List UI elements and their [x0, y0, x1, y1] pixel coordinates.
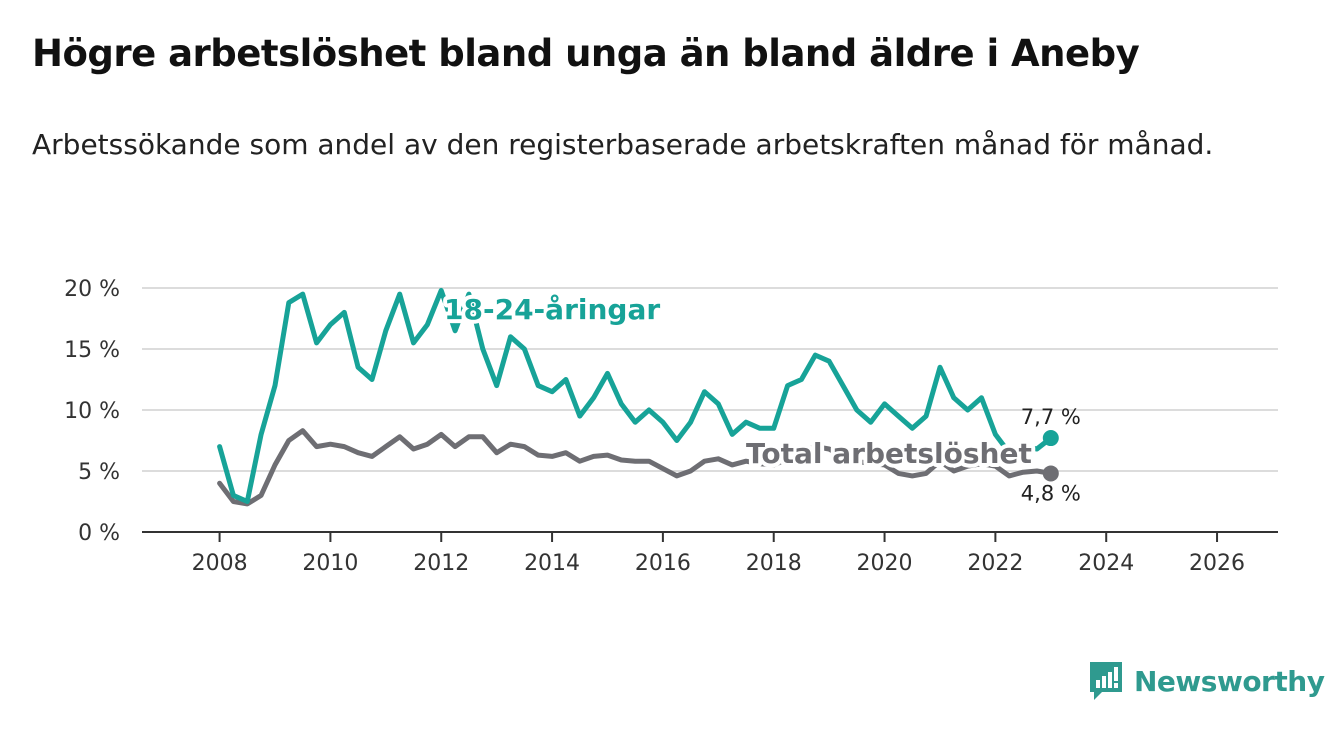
x-tick-label: 2018 [746, 551, 802, 576]
x-tick-label: 2022 [967, 551, 1023, 576]
end-value-label-total: 4,8 % [1021, 481, 1081, 505]
chart-subtitle: Arbetssökande som andel av den registerb… [32, 128, 1214, 161]
x-tick-label: 2020 [857, 551, 913, 576]
newsworthy-logo: Newsworthy [1088, 660, 1325, 702]
y-tick-label: 10 % [64, 399, 120, 424]
series-label-youth: 18-24-åringar [444, 293, 660, 326]
brand-name: Newsworthy [1134, 664, 1325, 698]
series-line-youth [217, 287, 1054, 504]
newsworthy-logo-icon [1090, 662, 1122, 700]
x-tick-label: 2010 [302, 551, 358, 576]
series-labels: 18-24-åringar Total arbetslöshet 7,7 % 4,8 … [440, 289, 1081, 505]
x-tick-label: 2024 [1078, 551, 1134, 576]
end-value-label-youth: 7,7 % [1021, 405, 1081, 429]
series-label-total: Total arbetslöshet [746, 437, 1032, 470]
y-tick-label: 20 % [64, 277, 120, 302]
grid-lines [142, 287, 1278, 472]
x-tick-label: 2014 [524, 551, 580, 576]
chart-title: Högre arbetslöshet bland unga än bland ä… [32, 32, 1140, 75]
end-point-total [1042, 465, 1059, 482]
x-tick-label: 2026 [1189, 551, 1245, 576]
y-tick-label: 0 % [78, 521, 120, 546]
x-tick-label: 2012 [413, 551, 469, 576]
y-tick-label: 5 % [78, 460, 120, 485]
end-point-youth [1042, 430, 1059, 447]
x-tick-label: 2016 [635, 551, 691, 576]
series-lines [217, 287, 1059, 507]
x-tick-label: 2008 [192, 551, 248, 576]
series-line-total [217, 428, 1054, 507]
y-tick-label: 15 % [64, 338, 120, 363]
axes: 0 % 5 % 10 % 15 % 20 % 2008 2010 2012 2014 2016 20… [64, 277, 1278, 576]
